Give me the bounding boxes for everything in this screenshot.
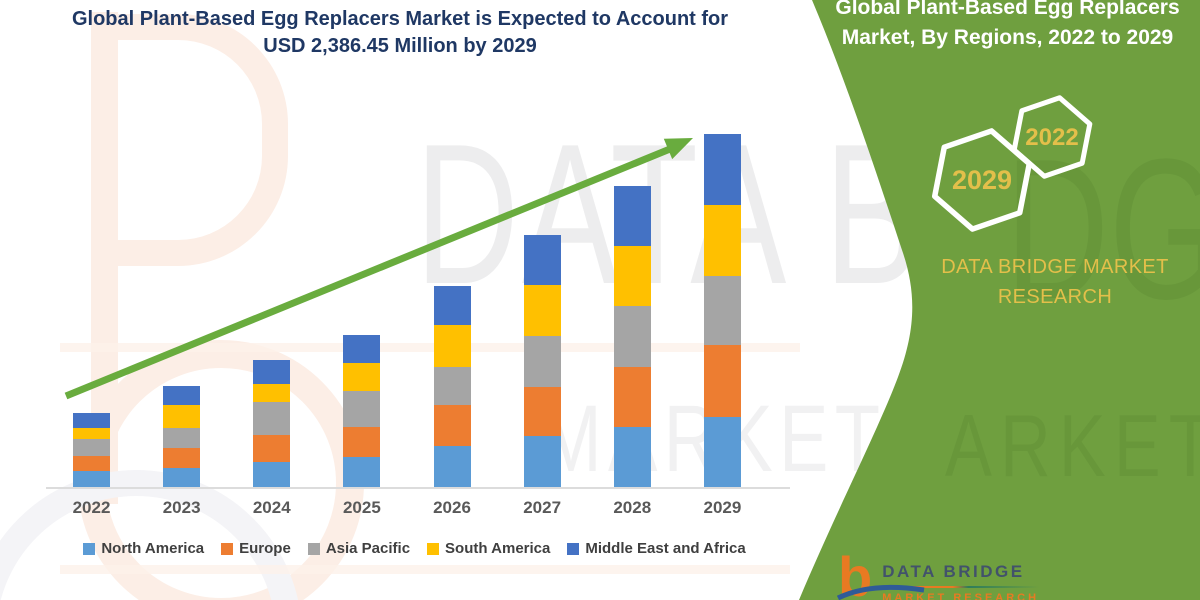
bar-segment-2025-europe [343,426,381,457]
bar-segment-2026-north-america [433,446,471,487]
bar-segment-2027-south-america [523,284,561,336]
bar-segment-2025-north-america [343,456,381,487]
bar-segment-2029-asia-pacific [703,276,741,345]
legend-swatch-europe [221,542,234,555]
legend-item-middle-east-and-africa: Middle East and Africa [567,540,746,557]
bar-segment-2022-north-america [73,471,110,487]
legend: North America Europe Asia Pacific South Ame… [42,540,787,557]
legend-label-middle-east-and-africa: Middle East and Africa [585,540,746,557]
bar-segment-2027-north-america [523,435,561,487]
x-axis-label-2023: 2023 [162,498,201,517]
bar-segment-2028-north-america [613,426,651,487]
bar-segment-2027-asia-pacific [523,335,561,387]
x-axis-label-2029: 2029 [703,498,742,517]
bar-segment-2024-asia-pacific [253,401,291,436]
bar-segment-2027-europe [523,386,561,436]
bar-segment-2022-middle-east-and-africa [73,412,110,428]
bar-segment-2026-europe [433,405,471,447]
x-axis-label-2025: 2025 [342,498,381,517]
bar-segment-2029-europe [703,344,741,417]
hexagon-2029-label: 2029 [952,165,1012,195]
bar-segment-2028-middle-east-and-africa [613,185,651,247]
bar-segment-2025-south-america [343,363,381,391]
stacked-bar-2023 [163,386,201,487]
x-axis-label-2026: 2026 [433,498,471,517]
bar-segment-2023-europe [163,447,201,468]
legend-swatch-asia-pacific [307,542,320,555]
x-axis-label-2022: 2022 [72,498,111,517]
bar-segment-2022-europe [73,456,110,472]
bar-segment-2028-europe [613,367,651,427]
bar-segment-2024-europe [253,435,291,462]
x-axis-line [46,487,790,489]
legend-item-asia-pacific: Asia Pacific [307,540,411,557]
bar-segment-2022-asia-pacific [73,439,110,457]
chart-title-line-1: Global Plant-Based Egg Replacers Market … [71,8,729,30]
brand-text-line-2: RESEARCH [997,286,1113,308]
bar-segment-2029-south-america [703,205,741,277]
side-panel-heading: Global Plant-Based Egg Replacers Market,… [815,0,1200,53]
x-axis-label-2024: 2024 [252,498,291,517]
bar-segment-2026-south-america [433,325,471,367]
bar-segment-2023-north-america [163,467,201,487]
bar-segment-2022-south-america [73,427,110,440]
legend-swatch-middle-east-and-africa [567,542,580,555]
watermark-panel-text-2: ARKET [945,396,1200,495]
hexagon-2022-label: 2022 [1025,124,1078,151]
bar-segment-2023-south-america [163,405,201,428]
chart-title-line-2: USD 2,386.45 Million by 2029 [263,35,537,57]
chart-title: Global Plant-Based Egg Replacers Market … [40,6,760,60]
footer-logo-divider [882,586,1040,588]
footer-logo: b DATA BRIDGE MARKET RESEARCH [838,545,1118,600]
stacked-bar-2026 [433,286,471,487]
bar-segment-2029-middle-east-and-africa [703,134,741,206]
x-axis-label-2027: 2027 [523,498,562,517]
legend-swatch-north-america [83,542,96,555]
bar-segment-2025-asia-pacific [343,390,381,427]
legend-item-north-america: North America [83,540,204,557]
legend-item-south-america: South America [427,540,550,557]
stacked-bar-2027 [523,235,561,487]
bar-segment-2029-north-america [703,416,741,487]
bar-segment-2024-south-america [253,384,291,402]
stacked-bar-2022 [73,412,110,487]
stacked-bar-2024 [253,360,291,487]
bar-segment-2025-middle-east-and-africa [343,335,381,364]
bar-segment-2026-middle-east-and-africa [433,286,471,326]
footer-logo-name: DATA BRIDGE [882,562,1025,581]
bar-segment-2024-middle-east-and-africa [253,360,291,385]
legend-item-europe: Europe [221,540,291,557]
side-panel-heading-line-1: Global Plant-Based Egg Replacers [835,0,1180,19]
bar-segment-2028-south-america [613,246,651,306]
bar-segment-2028-asia-pacific [613,305,651,368]
legend-label-south-america: South America [445,540,551,557]
footer-logo-b-icon: b [838,545,873,600]
brand-text-line-1: DATA BRIDGE MARKET [941,256,1169,278]
stacked-bar-2028 [613,185,651,487]
stacked-bar-2029 [703,134,741,487]
x-axis-label-2028: 2028 [613,498,652,517]
legend-label-asia-pacific: Asia Pacific [325,540,411,557]
side-panel-heading-line-2: Market, By Regions, 2022 to 2029 [841,26,1174,49]
bar-segment-2023-middle-east-and-africa [163,386,201,406]
footer-logo-subtitle: MARKET RESEARCH [882,592,1040,600]
legend-label-north-america: North America [101,540,205,557]
bar-segment-2027-middle-east-and-africa [523,235,561,285]
bar-segment-2023-asia-pacific [163,427,201,448]
legend-swatch-south-america [427,542,440,555]
bar-segment-2024-north-america [253,461,291,487]
bar-segment-2026-asia-pacific [433,366,471,406]
legend-label-europe: Europe [239,540,291,557]
stacked-bar-2025 [343,335,381,487]
brand-text: DATA BRIDGE MARKET RESEARCH [930,252,1180,312]
plot-area: 2022 2023 2024 2025 2026 2027 2028 2029 [72,134,742,517]
